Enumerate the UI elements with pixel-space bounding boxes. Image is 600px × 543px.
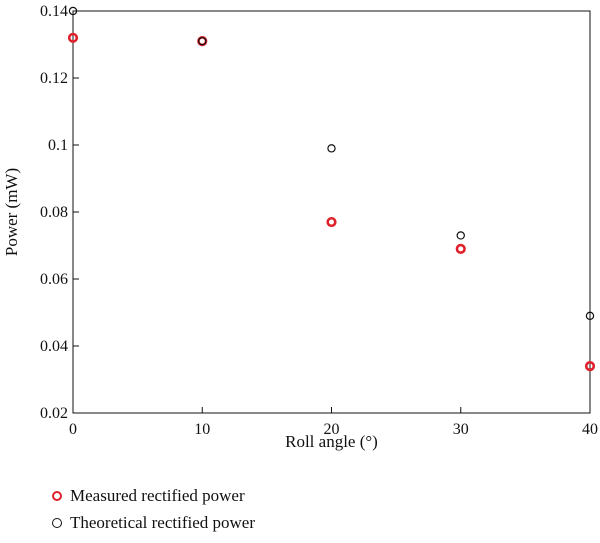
y-tick-label: 0.12 bbox=[40, 70, 68, 87]
legend-label-theoretical: Theoretical rectified power bbox=[70, 512, 256, 532]
theoretical-point bbox=[456, 231, 465, 240]
x-tick-label: 40 bbox=[582, 421, 598, 438]
theoretical-point bbox=[198, 36, 207, 46]
legend-item-measured: Measured rectified power bbox=[52, 482, 255, 509]
measured-point bbox=[67, 32, 79, 43]
plot-area-frame bbox=[72, 10, 591, 414]
legend-marker-measured bbox=[52, 490, 62, 501]
x-tick-label: 0 bbox=[69, 421, 77, 438]
y-tick-label: 0.14 bbox=[40, 3, 68, 20]
legend: Measured rectified power Theoretical rec… bbox=[52, 482, 255, 536]
y-tick-label: 0.04 bbox=[40, 338, 68, 355]
scatter-chart: 0 10 20 30 40 0.02 0.04 0.06 0.08 0.1 0.12 0.14 Ro… bbox=[2, 3, 598, 451]
x-tick-label: 20 bbox=[324, 421, 340, 438]
theoretical-point bbox=[68, 6, 78, 16]
data-points bbox=[67, 6, 596, 372]
measured-point bbox=[455, 243, 466, 254]
measured-point bbox=[326, 216, 337, 228]
y-axis: 0.02 0.04 0.06 0.08 0.1 0.12 0.14 bbox=[40, 3, 79, 422]
y-tick-label: 0.08 bbox=[40, 204, 68, 221]
theoretical-point bbox=[327, 144, 336, 153]
legend-marker-theoretical bbox=[52, 517, 62, 528]
theoretical-point bbox=[585, 311, 595, 321]
x-axis: 0 10 20 30 40 bbox=[69, 407, 598, 438]
y-tick-label: 0.1 bbox=[48, 137, 68, 154]
legend-item-theoretical: Theoretical rectified power bbox=[52, 509, 255, 536]
y-axis-title: Power (mW) bbox=[2, 168, 21, 256]
x-tick-label: 30 bbox=[453, 421, 469, 438]
y-tick-label: 0.06 bbox=[40, 271, 68, 288]
y-tick-label: 0.02 bbox=[40, 405, 68, 422]
x-axis-title: Roll angle (°) bbox=[285, 432, 378, 451]
x-tick-label: 10 bbox=[194, 421, 210, 438]
measured-point bbox=[584, 361, 596, 372]
legend-label-measured: Measured rectified power bbox=[70, 485, 245, 505]
